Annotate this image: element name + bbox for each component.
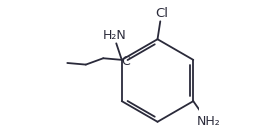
Text: C: C <box>121 55 130 68</box>
Text: NH₂: NH₂ <box>197 115 221 128</box>
Text: Cl: Cl <box>155 7 168 20</box>
Text: H₂N: H₂N <box>102 29 126 42</box>
